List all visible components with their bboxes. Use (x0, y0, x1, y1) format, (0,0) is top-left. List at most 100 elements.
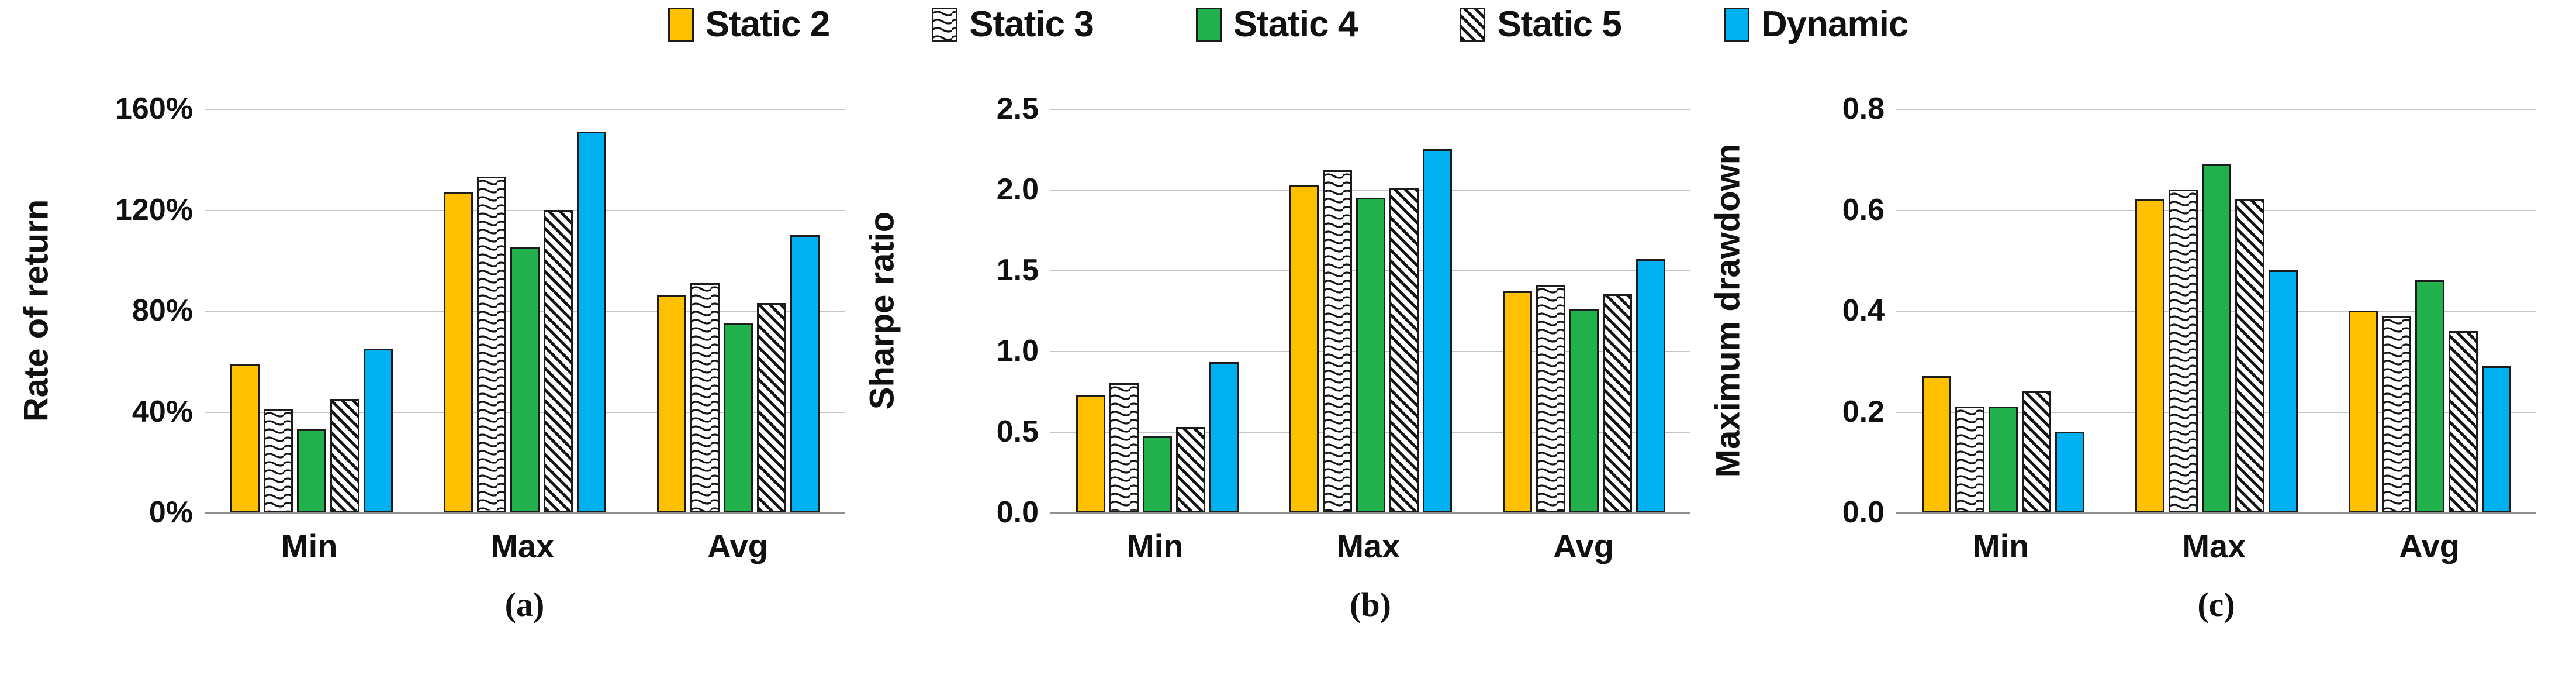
x-category-label: Avg (707, 528, 768, 564)
bar-static-4-min (1988, 406, 2018, 512)
bar-static-4-avg (1569, 309, 1599, 512)
y-axis-title: Rate of return (17, 199, 56, 422)
y-axis-title-box: Sharpe ratio (853, 109, 911, 512)
bar-static-4-max (510, 247, 540, 512)
y-axis-title: Maximum drawdown (1709, 143, 1747, 478)
x-axis-labels: Min Max Avg (1896, 527, 2536, 565)
legend-label: Static 3 (969, 4, 1094, 44)
bar-group-avg (656, 109, 820, 512)
y-tick-label: 0.6 (1842, 192, 1885, 227)
y-axis-title: Sharpe ratio (863, 211, 901, 410)
y-tick-label: 0.0 (996, 495, 1039, 529)
bar-group-min (230, 109, 393, 512)
y-tick-label: 40% (132, 394, 193, 429)
bar-static-5-max (543, 209, 573, 512)
panel-caption: (c) (2197, 586, 2235, 624)
y-tick-label: 1.5 (996, 253, 1039, 287)
chart-panel-c: Maximum drawdown 0.8 0.6 0.4 0.2 0.0 Min (1699, 92, 2536, 624)
y-axis-tick-labels: 160% 120% 80% 40% 0% (65, 92, 193, 529)
bar-static-4-max (1356, 197, 1385, 512)
wave-fill (265, 411, 291, 511)
bar-static-2-min (1921, 376, 1951, 512)
wave-fill (478, 178, 504, 511)
legend-swatch-static-2 (668, 7, 694, 42)
gridline (1896, 109, 2536, 110)
panel-caption: (b) (1350, 586, 1391, 624)
legend-item-static-4: Static 4 (1195, 4, 1358, 45)
x-category-label: Min (281, 528, 338, 564)
bar-dynamic-min (2055, 432, 2084, 512)
bar-static-3-min (1109, 383, 1139, 512)
y-tick-label: 0.8 (1842, 92, 1885, 126)
x-axis-labels: Min Max Avg (205, 527, 845, 565)
bar-group-min (1921, 109, 2084, 512)
y-tick-label: 0.0 (1842, 495, 1885, 529)
y-tick-label: 1.0 (996, 334, 1039, 368)
chart-legend: Static 2 Static 3 Static 4 Static 5 Dyna… (0, 4, 2576, 45)
charts-row: Rate of return 160% 120% 80% 40% 0% Min (7, 92, 2544, 624)
bar-static-5-min (1175, 426, 1205, 512)
bar-static-5-max (1389, 188, 1419, 512)
gridline (205, 209, 845, 211)
bar-static-5-avg (2448, 330, 2478, 512)
chart-panel-a: Rate of return 160% 120% 80% 40% 0% Min (7, 92, 845, 624)
bar-static-3-avg (1536, 284, 1565, 512)
bar-static-2-max (2135, 199, 2164, 512)
plot-area (1896, 109, 2536, 514)
legend-label: Static 5 (1497, 4, 1622, 44)
wave-fill (1324, 171, 1350, 511)
bar-static-2-avg (1502, 291, 1532, 512)
x-category-label: Max (1336, 528, 1401, 564)
x-category-label: Max (2182, 528, 2246, 564)
y-tick-label: 2.5 (996, 92, 1039, 126)
bar-static-3-min (263, 409, 293, 512)
bar-static-5-min (2021, 391, 2051, 512)
wave-fill (1537, 286, 1564, 511)
bar-static-3-min (1955, 406, 1984, 512)
legend-swatch-static-3 (932, 7, 958, 42)
bar-static-3-avg (2381, 315, 2411, 512)
bar-group-avg (2348, 109, 2511, 512)
bar-static-4-min (296, 429, 326, 512)
panel-caption: (a) (504, 586, 545, 624)
legend-swatch-static-4 (1195, 7, 1222, 42)
bar-static-4-min (1142, 436, 1172, 512)
legend-item-static-2: Static 2 (668, 4, 830, 45)
bar-static-3-max (1322, 170, 1352, 512)
bar-dynamic-avg (790, 235, 820, 512)
bar-group-avg (1502, 109, 1665, 512)
bar-static-5-avg (1602, 294, 1632, 512)
x-category-label: Min (1972, 528, 2029, 564)
wave-fill (1111, 385, 1137, 511)
legend-label: Dynamic (1761, 4, 1908, 44)
gridline (1050, 190, 1690, 191)
plot-area (205, 109, 845, 514)
legend-item-static-3: Static 3 (932, 4, 1094, 45)
bar-static-2-min (1076, 394, 1105, 512)
plot-wrap: Min Max Avg (b) (1050, 109, 1690, 624)
x-category-label: Avg (2399, 528, 2460, 564)
x-category-label: Max (490, 528, 555, 564)
wave-fill (2170, 191, 2196, 511)
y-tick-label: 0.5 (996, 415, 1039, 449)
bar-dynamic-max (576, 131, 606, 512)
bar-static-5-min (330, 398, 359, 512)
wave-fill (691, 284, 718, 511)
bar-groups (1896, 109, 2536, 512)
gridline (205, 109, 845, 110)
bar-static-2-avg (2348, 311, 2378, 512)
bar-static-3-max (2168, 190, 2198, 512)
bar-static-2-avg (656, 295, 686, 512)
x-axis-labels: Min Max Avg (1050, 527, 1690, 565)
legend-label: Static 4 (1233, 4, 1358, 44)
plot-wrap: Min Max Avg (a) (205, 109, 845, 624)
wave-fill (1956, 408, 1983, 511)
bar-dynamic-min (363, 348, 393, 512)
y-axis-tick-labels: 0.8 0.6 0.4 0.2 0.0 (1757, 92, 1885, 529)
bar-static-2-max (1289, 184, 1319, 512)
legend-swatch-static-5 (1460, 7, 1486, 42)
x-category-label: Min (1126, 528, 1184, 564)
y-tick-label: 2.0 (996, 173, 1039, 206)
y-tick-label: 80% (132, 294, 193, 328)
